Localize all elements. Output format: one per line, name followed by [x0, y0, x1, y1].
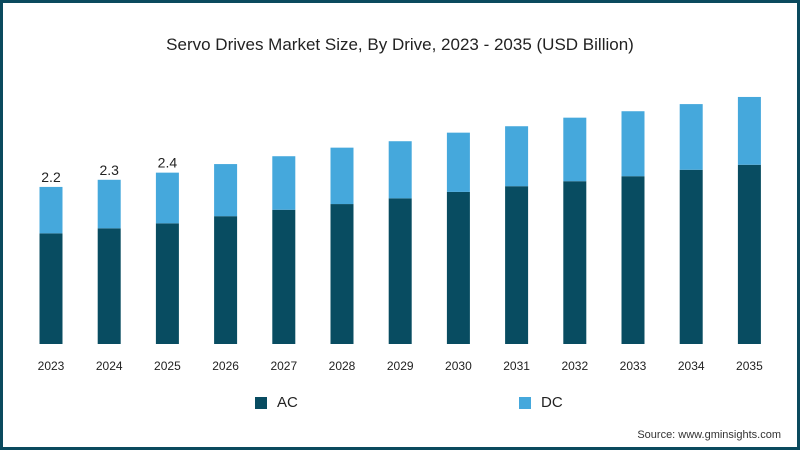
data-label: 2.4	[158, 155, 178, 171]
legend-swatch-ac	[255, 396, 267, 409]
legend-swatch-dc	[519, 396, 531, 409]
bar-dc-2032	[563, 117, 587, 182]
source-note: Source: www.gminsights.com	[637, 429, 781, 441]
x-tick-label: 2026	[212, 359, 239, 373]
legend-item-dc: DC	[519, 394, 563, 411]
bar-ac-2026	[214, 216, 238, 344]
bar-dc-2034	[679, 104, 703, 170]
bar-dc-2035	[737, 96, 761, 165]
x-tick-label: 2024	[96, 359, 123, 373]
x-tick-label: 2031	[503, 359, 530, 373]
data-label: 2.2	[41, 169, 61, 185]
x-tick-label: 2025	[154, 359, 181, 373]
bar-ac-2035	[737, 164, 761, 344]
x-tick-label: 2034	[678, 359, 705, 373]
x-tick-label: 2028	[329, 359, 356, 373]
x-tick-label: 2029	[387, 359, 414, 373]
bar-dc-2027	[272, 156, 296, 210]
bar-chart: 2023 2.2 2024 2.3 2025 2.4 2026 2027 2028 2029 203…	[38, 96, 763, 373]
bar-dc-2026	[214, 164, 238, 217]
bar-dc-2028	[330, 147, 354, 205]
chart-title: Servo Drives Market Size, By Drive, 2023…	[166, 35, 634, 54]
bar-ac-2027	[272, 209, 296, 344]
bar-ac-2031	[505, 186, 529, 344]
bar-ac-2028	[330, 204, 354, 344]
bar-ac-2023	[39, 233, 63, 344]
bar-ac-2034	[679, 169, 703, 344]
legend-label-ac: AC	[277, 394, 298, 411]
bar-ac-2029	[388, 198, 412, 344]
bar-ac-2024	[97, 228, 121, 344]
bar-dc-2024	[97, 179, 121, 229]
bar-dc-2023	[39, 186, 63, 234]
bar-dc-2025	[155, 172, 179, 224]
bar-ac-2025	[155, 223, 179, 344]
bar-dc-2029	[388, 141, 412, 199]
bar-dc-2033	[621, 111, 645, 177]
bar-dc-2030	[446, 132, 470, 192]
x-tick-label: 2023	[38, 359, 65, 373]
legend-item-ac: AC	[255, 394, 298, 411]
legend: AC DC	[3, 394, 797, 414]
legend-label-dc: DC	[541, 394, 563, 411]
bar-ac-2033	[621, 176, 645, 344]
bar-ac-2032	[563, 181, 587, 344]
x-tick-label: 2030	[445, 359, 472, 373]
x-tick-label: 2032	[561, 359, 588, 373]
data-label: 2.3	[99, 162, 119, 178]
x-tick-label: 2033	[620, 359, 647, 373]
x-tick-label: 2027	[270, 359, 297, 373]
x-tick-label: 2035	[736, 359, 763, 373]
bar-dc-2031	[505, 126, 529, 187]
bar-ac-2030	[446, 191, 470, 344]
